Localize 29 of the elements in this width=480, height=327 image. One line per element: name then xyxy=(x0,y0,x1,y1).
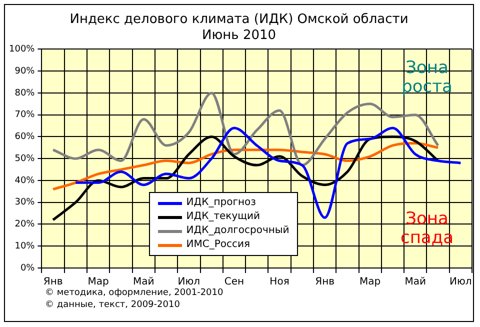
legend-label: ИДК_прогноз xyxy=(186,196,256,210)
y-tick-label: 0% xyxy=(20,263,36,274)
y-tick-label: 20% xyxy=(14,220,36,230)
text: Июнь 2010 xyxy=(202,28,276,43)
y-tick-label: 40% xyxy=(14,176,36,186)
y-tick-label: 90% xyxy=(14,66,36,76)
x-tick-label: Янв xyxy=(315,276,335,288)
y-tick-label: 100% xyxy=(8,44,36,55)
y-tick-label: 80% xyxy=(14,88,36,98)
y-tick-label: 10% xyxy=(14,241,36,252)
legend-label: ИДК_текущий xyxy=(186,210,260,224)
legend-label: ИДК_долгосрочный xyxy=(186,224,290,238)
x-tick-label: Июл xyxy=(450,276,472,288)
x-tick-label: Май xyxy=(133,276,154,288)
legend-label: ИМС_Россия xyxy=(186,238,250,252)
y-tick-label: 60% xyxy=(14,132,36,142)
x-tick-label: Янв xyxy=(43,276,63,288)
y-tick-label: 30% xyxy=(14,198,36,208)
x-tick-label: Мар xyxy=(360,276,381,288)
y-tick-label: 50% xyxy=(14,154,36,164)
x-tick-label: Сен xyxy=(224,276,244,288)
x-tick-label: Май xyxy=(404,276,426,288)
text: © методика, оформление, 2001-2010 xyxy=(45,288,224,298)
text: © данные, текст, 2009-2010 xyxy=(45,300,180,310)
x-tick-label: Ноя xyxy=(270,276,290,288)
x-tick-label: Мар xyxy=(88,276,109,288)
text: Индекс делового климата (ИДК) Омской области xyxy=(70,12,408,28)
x-tick-label: Июл xyxy=(178,276,200,288)
y-tick-label: 70% xyxy=(14,110,36,120)
